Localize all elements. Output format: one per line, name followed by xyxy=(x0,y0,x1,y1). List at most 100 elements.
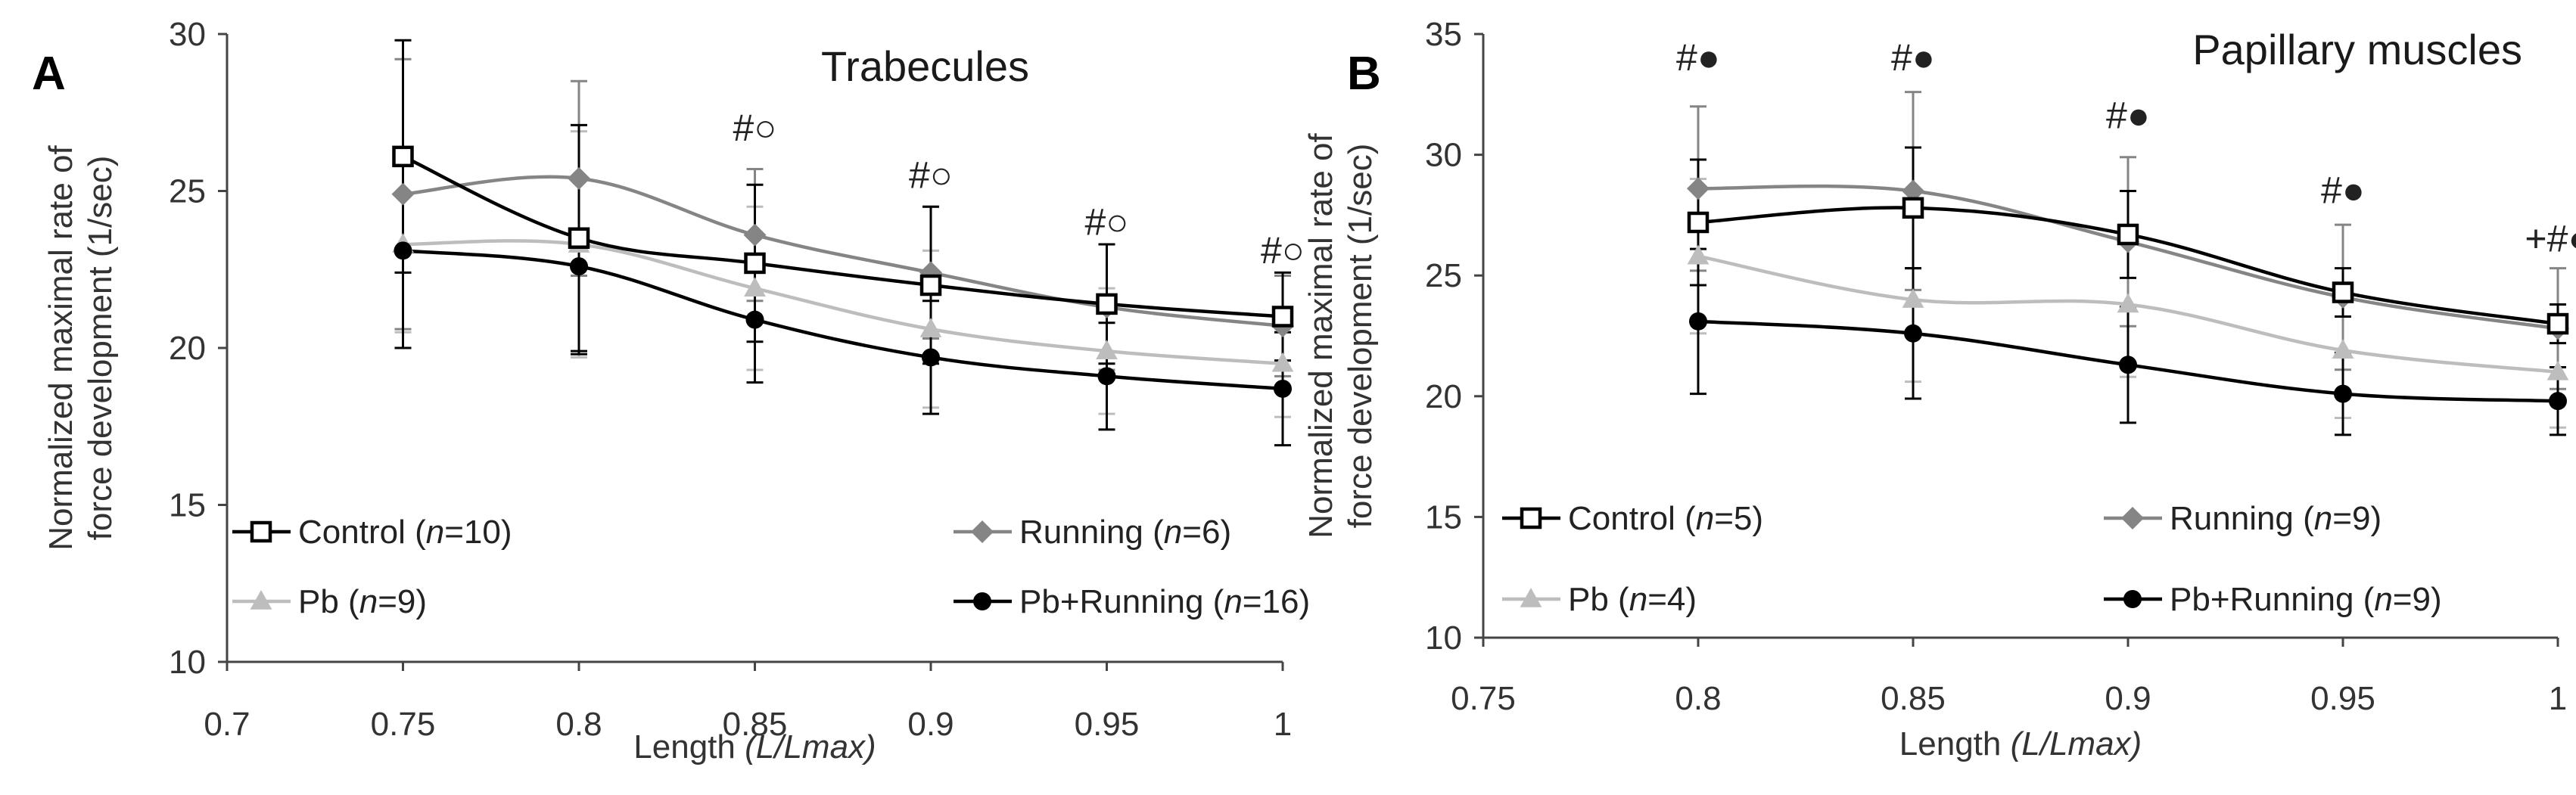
legend-name: Control xyxy=(1568,500,1675,537)
legend-label: Pb (n=4) xyxy=(1568,581,1697,618)
legend-n-value: =9 xyxy=(2332,500,2370,537)
legend-label: Pb (n=9) xyxy=(298,583,427,620)
legend-n-symbol: n xyxy=(1164,514,1182,551)
data-point-pb xyxy=(2117,293,2139,313)
legend-n-symbol: n xyxy=(1696,500,1714,537)
legend-marker xyxy=(250,520,272,543)
series-points-control xyxy=(1687,197,2569,335)
x-axis-title-unit: (L/Lmax) xyxy=(745,728,876,765)
data-point-control xyxy=(1271,306,1294,328)
legend-n-symbol: n xyxy=(359,583,378,620)
data-point-running xyxy=(743,223,767,247)
data-point-pbrun xyxy=(1097,367,1116,386)
legend-paren-open: ( xyxy=(1203,583,1224,620)
legend-n-value: =4 xyxy=(1647,581,1685,618)
legend-name: Pb+Running xyxy=(1019,583,1203,620)
significance-annotation: #○ xyxy=(1261,229,1305,272)
data-point-pbrun xyxy=(2334,384,2352,403)
series-line-running xyxy=(403,175,1283,328)
y-tick-label: 20 xyxy=(169,330,206,367)
legend-item-pbrun: Pb+Running (n=9) xyxy=(2104,581,2442,618)
legend-paren-open: ( xyxy=(406,514,426,551)
y-axis-title-line-2: force development (1/sec) xyxy=(82,156,119,541)
chart-title: Trabecules xyxy=(821,42,1029,90)
legend-item-control: Control (n=10) xyxy=(232,514,512,551)
legend-n-value: =16 xyxy=(1243,583,1299,620)
data-point-pb xyxy=(919,318,942,337)
y-tick-label: 15 xyxy=(1425,498,1462,536)
legend-label: Pb+Running (n=9) xyxy=(2170,581,2442,618)
significance-annotation: #● xyxy=(2106,94,2150,136)
y-tick-label: 25 xyxy=(169,173,206,210)
data-point-pbrun xyxy=(745,310,764,329)
x-axis-title: Length (L/Lmax) xyxy=(1899,725,2142,762)
y-axis-title: Normalized maximal rate offorce developm… xyxy=(1302,132,1379,538)
legend-paren-open: ( xyxy=(2354,581,2374,618)
chart-title: Papillary muscles xyxy=(2192,26,2522,73)
legend-marker xyxy=(250,590,272,610)
data-point-control xyxy=(2546,312,2569,335)
significance-annotation: #○ xyxy=(909,154,953,196)
legend-marker xyxy=(1520,588,1542,607)
y-axis-title-line-1: Normalized maximal rate of xyxy=(1302,132,1339,538)
legend-name: Control xyxy=(298,514,406,551)
y-tick-label: 30 xyxy=(1425,137,1462,174)
legend-name: Pb xyxy=(298,583,339,620)
data-point-control xyxy=(392,145,414,168)
x-tick-label: 0.7 xyxy=(204,706,250,743)
panel-label: B xyxy=(1347,48,1381,100)
data-point-pb xyxy=(1096,340,1118,359)
significance-annotation: #○ xyxy=(1084,201,1128,244)
data-point-control xyxy=(1687,211,1710,234)
legend-n-symbol: n xyxy=(2374,581,2392,618)
data-point-control xyxy=(1096,293,1118,315)
legend-n-symbol: n xyxy=(426,514,444,551)
x-tick-label: 0.95 xyxy=(2310,680,2375,717)
data-point-pb xyxy=(1271,352,1294,372)
legend-n-value: =9 xyxy=(2393,581,2431,618)
legend-paren-open: ( xyxy=(339,583,359,620)
y-tick-label: 10 xyxy=(169,644,206,681)
legend-item-pb: Pb (n=4) xyxy=(1502,581,1697,618)
data-point-pbrun xyxy=(1689,312,1707,331)
legend-item-running: Running (n=9) xyxy=(2104,500,2382,537)
y-axis-title-line-2: force development (1/sec) xyxy=(1342,144,1379,529)
y-tick-label: 25 xyxy=(1425,257,1462,294)
data-point-pbrun xyxy=(922,348,940,367)
legend-item-running: Running (n=6) xyxy=(954,514,1231,551)
data-point-running xyxy=(1902,179,1924,203)
x-axis-title: Length (L/Lmax) xyxy=(633,728,876,765)
legend-marker xyxy=(2121,507,2144,529)
legend-name: Running xyxy=(1019,514,1143,551)
data-point-control xyxy=(744,252,766,275)
y-tick-label: 20 xyxy=(1425,378,1462,415)
series-points-pbrun xyxy=(394,241,1292,398)
legend-n-value: =6 xyxy=(1182,514,1220,551)
legend-paren-close: ) xyxy=(1685,581,1697,618)
legend-marker xyxy=(1520,507,1542,529)
significance-annotation: #● xyxy=(1891,36,1935,79)
legend-n-symbol: n xyxy=(1224,583,1242,620)
x-axis-title-main: Length xyxy=(1899,725,2011,762)
data-point-running xyxy=(1687,177,1710,200)
y-tick-label: 30 xyxy=(169,16,206,53)
data-point-pbrun xyxy=(570,257,588,276)
data-point-running xyxy=(568,166,590,190)
panel-label: A xyxy=(32,48,66,100)
data-point-running xyxy=(391,182,415,206)
y-tick-label: 10 xyxy=(1425,620,1462,657)
data-point-pbrun xyxy=(1904,324,1922,343)
legend-label: Pb+Running (n=16) xyxy=(1019,583,1310,620)
data-point-control xyxy=(1902,197,1924,219)
x-tick-label: 0.75 xyxy=(371,706,436,743)
data-point-pb xyxy=(1687,244,1710,265)
legend-marker xyxy=(2123,590,2142,608)
data-point-pbrun xyxy=(394,241,412,260)
series-points-pbrun xyxy=(1689,312,2567,411)
y-axis-title: Normalized maximal rate offorce developm… xyxy=(42,144,119,550)
x-tick-label: 0.95 xyxy=(1075,706,1140,743)
y-axis-title-line-1: Normalized maximal rate of xyxy=(42,144,79,550)
x-tick-label: 0.85 xyxy=(1881,680,1946,717)
x-tick-label: 0.8 xyxy=(555,706,602,743)
